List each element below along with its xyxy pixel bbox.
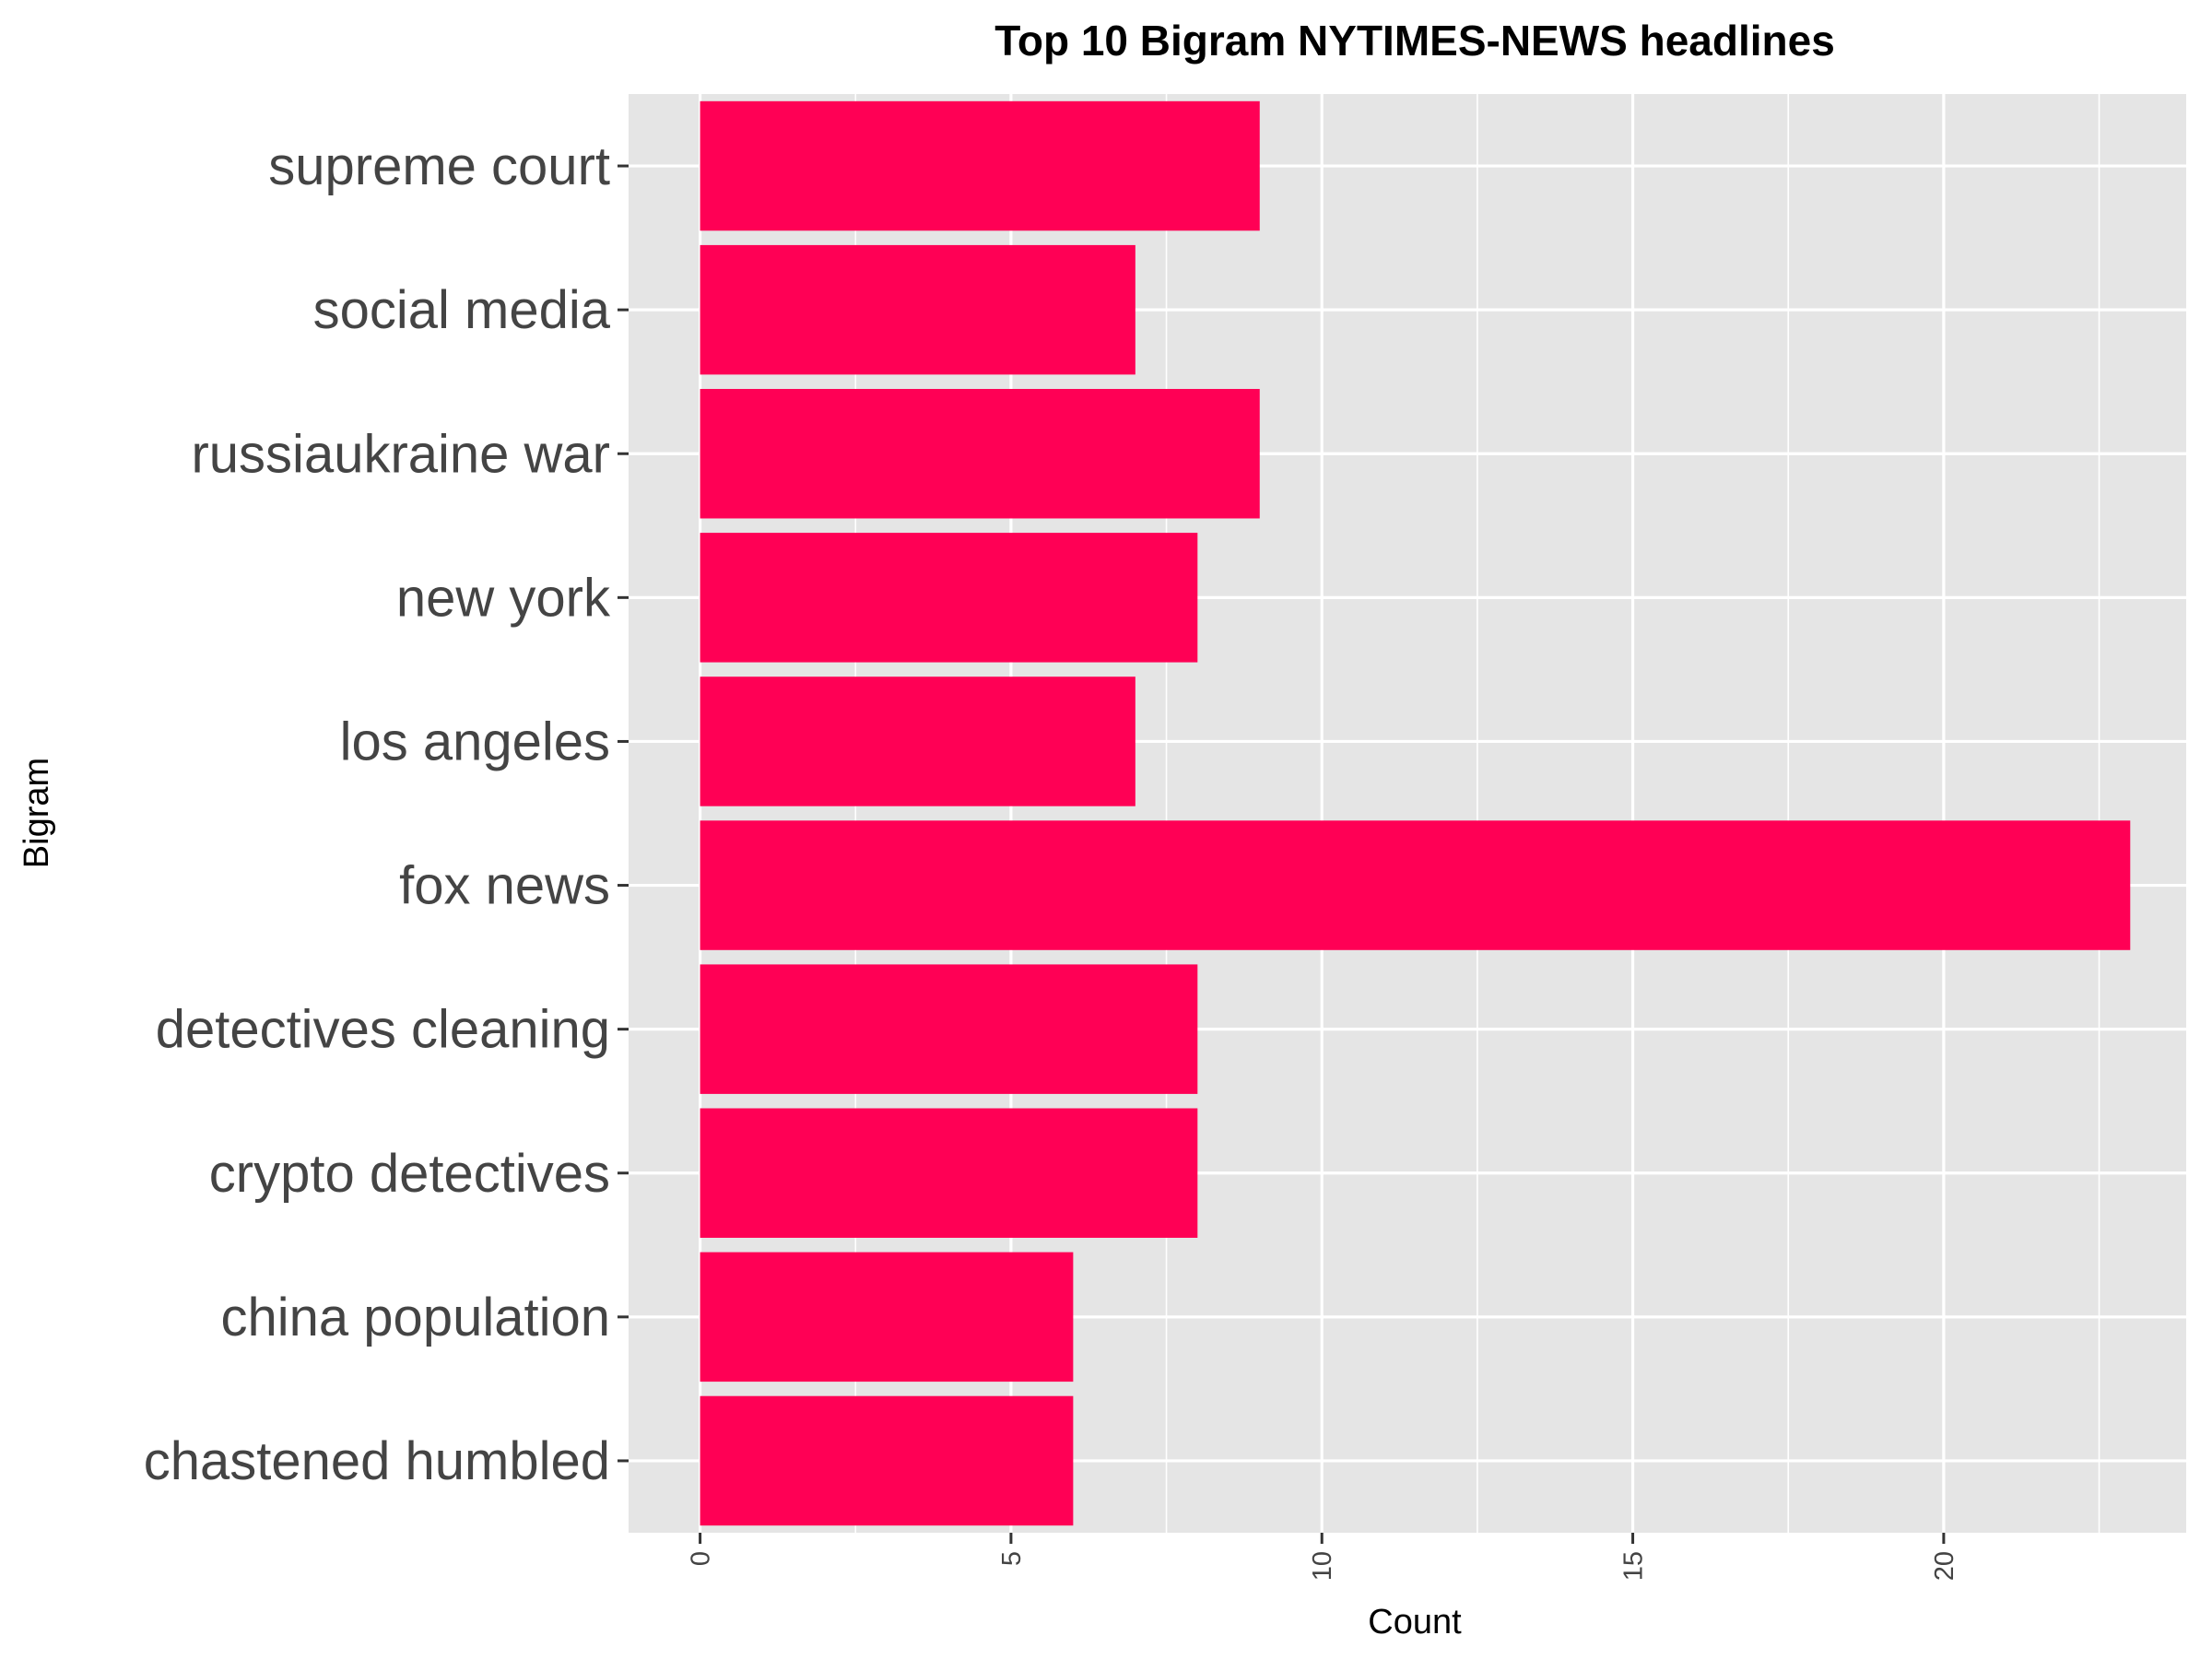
bar [700, 1108, 1198, 1238]
y-tick-label: new york [396, 568, 611, 628]
bar [700, 677, 1135, 806]
y-axis-title: Bigram [18, 758, 56, 868]
y-tick-label: los angeles [340, 712, 610, 771]
bar [700, 820, 2131, 950]
y-tick-label: detectives cleaning [156, 1000, 610, 1060]
bar [700, 389, 1260, 519]
x-tick-label: 0 [687, 1551, 716, 1566]
bar [700, 533, 1198, 663]
bar [700, 964, 1198, 1094]
y-tick-label: china population [221, 1288, 610, 1347]
x-axis-title: Count [1368, 1603, 1462, 1641]
y-tick-label: crypto detectives [209, 1144, 610, 1204]
x-tick-label: 20 [1930, 1551, 1959, 1581]
bar [700, 1252, 1074, 1382]
x-tick-label: 5 [997, 1551, 1027, 1566]
y-tick-label: social media [313, 280, 611, 340]
y-tick-label: fox news [399, 856, 610, 916]
y-axis: supreme court social media russiaukraine w… [144, 136, 629, 1491]
y-tick-label: supreme court [268, 136, 610, 196]
bar [700, 244, 1135, 375]
x-axis: 0 5 10 15 20 [687, 1533, 1959, 1581]
y-tick-label: chastened humbled [144, 1431, 610, 1491]
bar [700, 1395, 1074, 1526]
chart-title: Top 10 Bigram NYTIMES-NEWS headlines [994, 17, 1835, 65]
x-tick-label: 10 [1308, 1551, 1337, 1581]
x-tick-label: 15 [1619, 1551, 1649, 1581]
bars [700, 100, 2131, 1526]
bar [700, 100, 1260, 231]
y-tick-label: russiaukraine war [191, 424, 610, 484]
